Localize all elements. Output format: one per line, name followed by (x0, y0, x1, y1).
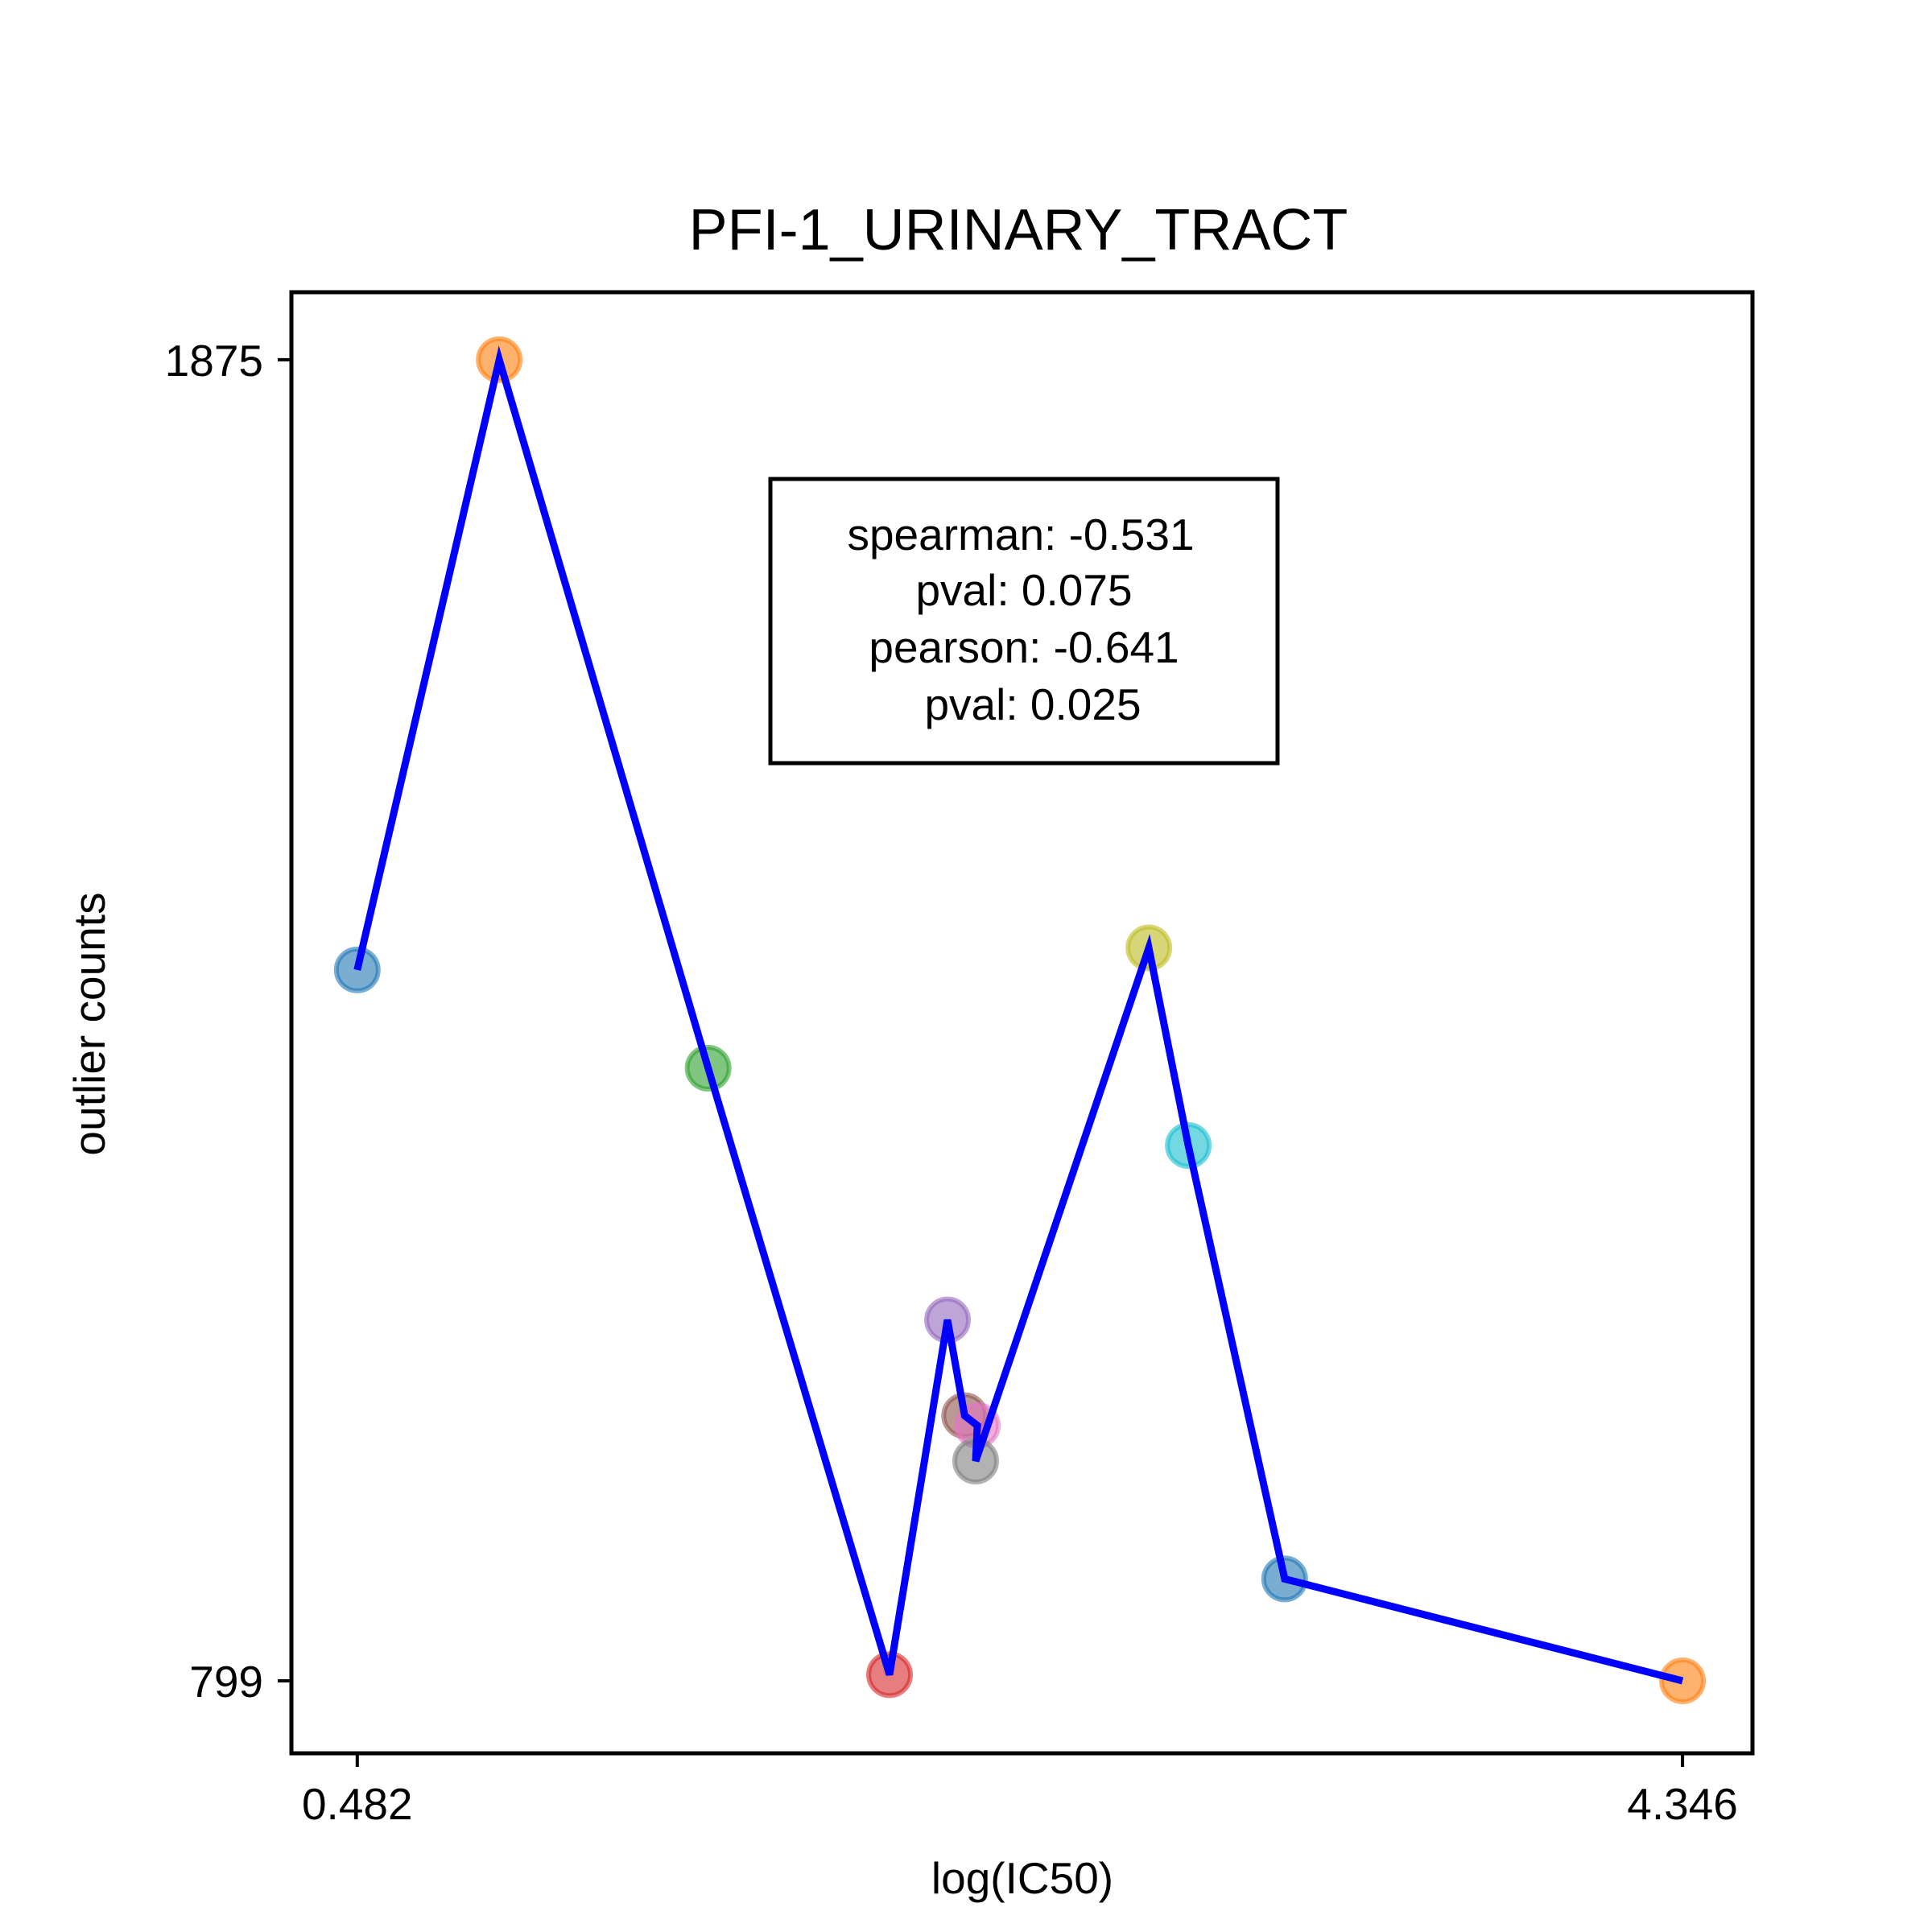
stats-line-spearman: spearman: -0.531 (847, 510, 1194, 559)
x-axis: 0.482 4.346 (302, 1753, 1738, 1829)
stats-box-frame (768, 477, 1280, 766)
stats-box: spearman: -0.531 pval: 0.075 pearson: -0… (768, 477, 1280, 766)
scatter-point-1 (333, 946, 381, 993)
y-tick-label-1: 799 (189, 1657, 263, 1707)
plot-area (333, 336, 1707, 1705)
plot-frame (289, 290, 1755, 1756)
y-tick-label-2: 1875 (165, 336, 263, 386)
chart-title: PFI-1_URINARY_TRACT (689, 198, 1348, 262)
x-tick-label-2: 4.346 (1627, 1779, 1738, 1829)
x-axis-label: log(IC50) (931, 1853, 1113, 1903)
series-line (353, 345, 1684, 1685)
y-axis-label: outlier counts (64, 892, 114, 1155)
x-tick-label-1: 0.482 (302, 1779, 413, 1829)
stats-line-pearson: pearson: -0.641 (869, 622, 1179, 672)
stats-line-pearson-pval: pval: 0.025 (924, 679, 1141, 729)
y-axis: 799 1875 (165, 336, 291, 1707)
stats-line-spearman-pval: pval: 0.075 (915, 565, 1132, 615)
